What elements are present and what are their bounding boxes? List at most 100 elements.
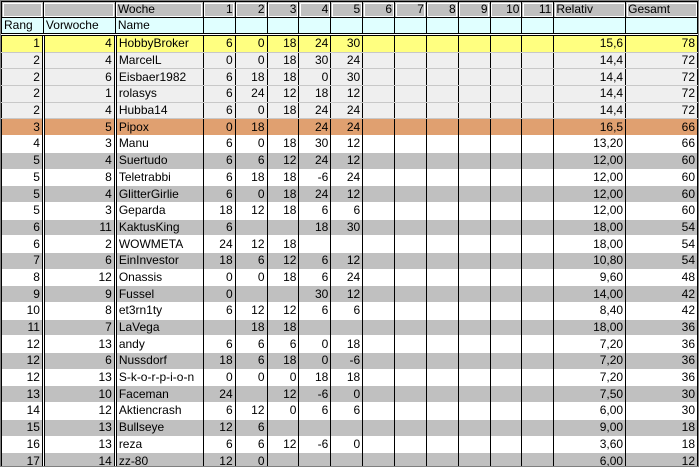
week-3-cell: 12 — [266, 85, 300, 103]
header-gesamt[interactable]: Gesamt — [625, 1, 698, 18]
vorwoche-cell: 8 — [42, 169, 116, 186]
rang-cell: 11 — [1, 319, 45, 336]
header-week-1[interactable]: 1 — [202, 1, 236, 18]
week-6-cell — [362, 302, 396, 320]
name-cell: reza — [113, 436, 204, 453]
table-row[interactable]: 11 7 LaVega 18 18 18,00 36 — [1, 319, 698, 336]
header-week-3[interactable]: 3 — [266, 1, 300, 18]
subheader-name[interactable]: Name — [114, 17, 204, 36]
name-cell: Pipox — [113, 118, 204, 136]
table-row[interactable]: 7 6 EinInvestor 18 6 12 6 12 10,80 54 — [1, 252, 698, 270]
week-9-cell — [457, 52, 491, 70]
week-5-cell: 18 — [330, 335, 364, 353]
week-5-cell: 12 — [330, 185, 364, 203]
table-row[interactable]: 9 9 Fussel 0 30 12 14,00 42 — [1, 285, 698, 303]
table-row[interactable]: 5 4 Suertudo 6 6 12 24 12 12,00 60 — [1, 152, 698, 169]
week-9-cell — [457, 335, 491, 353]
subheader-gesamt-blank — [625, 17, 698, 36]
week-5-cell: 12 — [330, 85, 364, 103]
vorwoche-cell: 8 — [42, 302, 116, 320]
week-9-cell — [457, 419, 491, 436]
vorwoche-cell: 4 — [42, 34, 116, 53]
header-week-8[interactable]: 8 — [425, 1, 459, 18]
week-5-cell: 12 — [330, 252, 364, 270]
vorwoche-cell: 4 — [42, 52, 116, 70]
week-11-cell — [521, 202, 555, 220]
header-relativ[interactable]: Relativ — [553, 1, 627, 18]
header-week-7[interactable]: 7 — [394, 1, 427, 18]
week-8-cell — [425, 102, 459, 120]
relativ-cell: 12,00 — [553, 169, 627, 186]
gesamt-cell: 12 — [625, 452, 698, 466]
header-week-11[interactable]: 11 — [521, 1, 555, 18]
table-row[interactable]: 12 13 andy 6 6 6 0 18 7,20 36 — [1, 335, 698, 353]
week-5-cell: 18 — [330, 369, 364, 386]
table-row[interactable]: 10 8 et3rn1ty 6 12 12 6 6 8,40 42 — [1, 302, 698, 320]
week-9-cell — [457, 402, 491, 420]
table-row[interactable]: 2 4 Hubba14 6 0 18 24 24 14,4 72 — [1, 102, 698, 120]
table-row[interactable]: 12 13 S-k-o-r-p-i-o-n 0 0 0 18 18 7,20 36 — [1, 369, 698, 386]
week-2-cell: 0 — [234, 369, 268, 386]
week-8-cell — [425, 34, 459, 53]
week-2-cell — [234, 385, 268, 403]
table-row[interactable]: 6 2 WOWMETA 24 12 18 18,00 54 — [1, 235, 698, 253]
week-9-cell — [457, 135, 491, 153]
subheader-vorwoche[interactable]: Vorwoche — [42, 17, 116, 36]
table-row[interactable]: 8 12 Onassis 0 0 18 6 24 9,60 48 — [1, 269, 698, 286]
rang-cell: 5 — [1, 202, 45, 220]
week-10-cell — [489, 436, 523, 453]
table-row[interactable]: 5 4 GlitterGirlie 6 0 18 24 12 12,00 60 — [1, 185, 698, 203]
week-7-cell — [394, 302, 427, 320]
table-row[interactable]: 2 6 Eisbaer1982 6 18 18 0 30 14,4 72 — [1, 68, 698, 87]
table-row[interactable]: 4 3 Manu 6 0 18 30 12 13,20 66 — [1, 135, 698, 153]
week-3-cell — [266, 285, 300, 303]
week-9-cell — [457, 319, 491, 336]
table-row[interactable]: 2 4 MarcelL 0 0 18 30 24 14,4 72 — [1, 52, 698, 70]
table-row[interactable]: 15 13 Bullseye 12 6 9,00 18 — [1, 419, 698, 436]
table-row[interactable]: 17 14 zz-80 12 0 6,00 12 — [1, 452, 698, 466]
table-row[interactable]: 5 3 Geparda 18 12 18 6 6 12,00 60 — [1, 202, 698, 220]
gesamt-cell: 66 — [625, 135, 698, 153]
table-row[interactable]: 12 6 Nussdorf 18 6 18 0 -6 7,20 36 — [1, 352, 698, 370]
table-row[interactable]: 16 13 reza 6 6 12 -6 0 3,60 18 — [1, 436, 698, 453]
table-row[interactable]: 5 8 Teletrabbi 6 18 18 -6 24 12,00 60 — [1, 169, 698, 186]
week-3-cell: 18 — [266, 68, 300, 87]
week-3-cell: 12 — [266, 436, 300, 453]
header-week-6[interactable]: 6 — [362, 1, 396, 18]
week-7-cell — [394, 385, 427, 403]
week-7-cell — [394, 285, 427, 303]
week-8-cell — [425, 185, 459, 203]
week-2-cell: 12 — [234, 402, 268, 420]
week-6-cell — [362, 152, 396, 169]
relativ-cell: 14,00 — [553, 285, 627, 303]
table-row[interactable]: 6 11 KaktusKing 6 18 30 18,00 54 — [1, 219, 698, 236]
subheader-week-blank — [266, 17, 300, 36]
week-10-cell — [489, 202, 523, 220]
table-row[interactable]: 3 5 Pipox 0 18 24 24 16,5 66 — [1, 118, 698, 136]
week-11-cell — [521, 34, 555, 53]
week-6-cell — [362, 436, 396, 453]
table-row[interactable]: 1 4 HobbyBroker 6 0 18 24 30 15,6 78 — [1, 34, 698, 53]
relativ-cell: 7,50 — [553, 385, 627, 403]
header-week-4[interactable]: 4 — [298, 1, 332, 18]
week-6-cell — [362, 352, 396, 370]
vorwoche-cell: 3 — [42, 202, 116, 220]
vorwoche-cell: 4 — [42, 152, 116, 169]
subheader-rang[interactable]: Rang — [1, 17, 44, 36]
table-row[interactable]: 13 10 Faceman 24 12 -6 0 7,50 30 — [1, 385, 698, 403]
gesamt-cell: 72 — [625, 68, 698, 87]
week-3-cell: 12 — [266, 385, 300, 403]
week-11-cell — [521, 319, 555, 336]
week-9-cell — [457, 369, 491, 386]
table-row[interactable]: 2 1 rolasys 6 24 12 18 12 14,4 72 — [1, 85, 698, 103]
header-week-10[interactable]: 10 — [489, 1, 523, 18]
header-week-5[interactable]: 5 — [330, 1, 364, 18]
header-woche[interactable]: Woche — [114, 1, 204, 18]
header-week-9[interactable]: 9 — [457, 1, 491, 18]
week-8-cell — [425, 68, 459, 87]
vorwoche-cell: 7 — [42, 319, 116, 336]
week-2-cell: 0 — [234, 135, 268, 153]
gesamt-cell: 18 — [625, 419, 698, 436]
header-week-2[interactable]: 2 — [234, 1, 268, 18]
table-row[interactable]: 14 12 Aktiencrash 6 12 0 6 6 6,00 30 — [1, 402, 698, 420]
